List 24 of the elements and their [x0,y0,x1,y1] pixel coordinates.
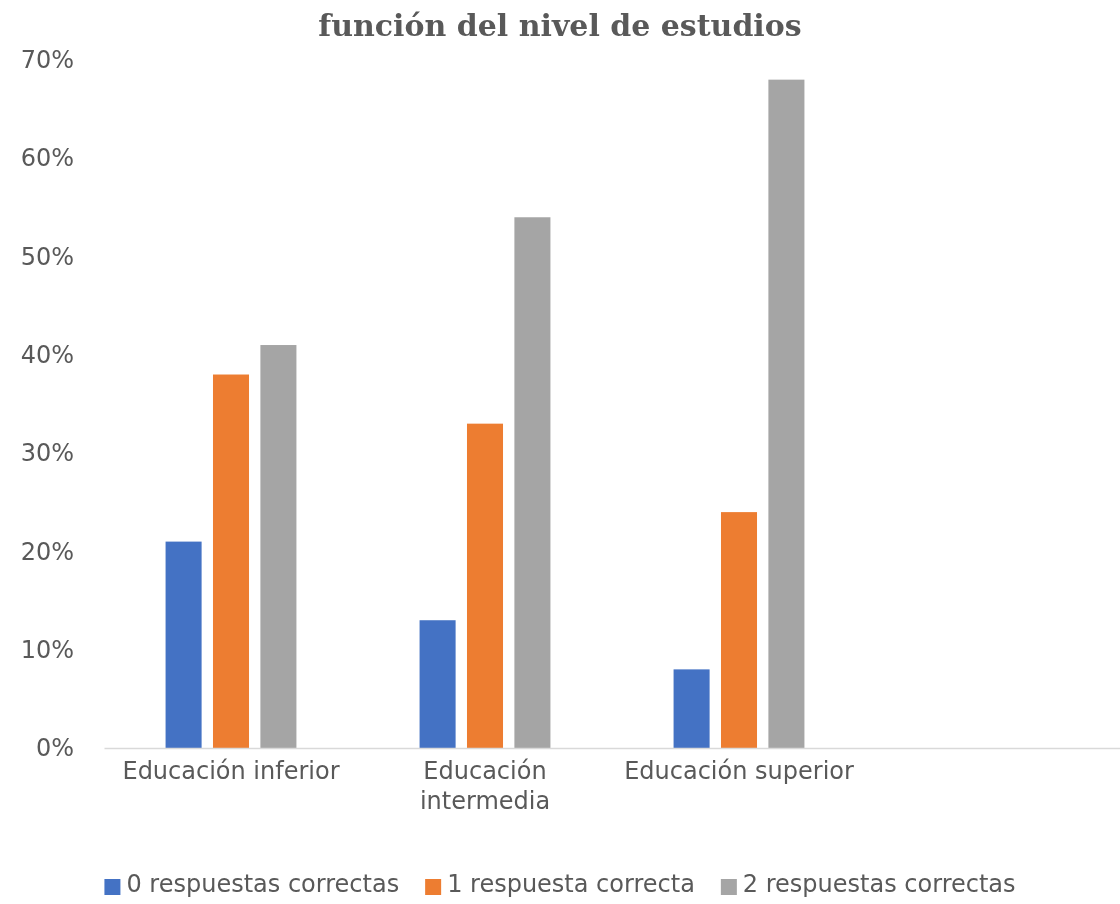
bar [768,79,805,748]
bar [466,423,504,748]
y-tick-label: 60% [20,144,74,173]
chart-title: función del nivel de estudios [318,8,802,43]
y-tick-label: 20% [20,537,74,566]
legend-label: 0 respuestas correctas [126,870,400,898]
bar [260,345,297,748]
y-tick-label: 70% [20,46,74,75]
bar [720,512,758,748]
y-tick-label: 50% [20,242,74,271]
x-tick-label: Educación inferior [122,757,340,786]
bar [514,217,551,748]
x-tick-label: Educación intermedia [419,757,551,816]
bar [673,669,710,748]
y-tick-label: 40% [20,341,74,370]
bar [165,541,202,748]
legend-label: 1 respuesta correcta [447,870,695,898]
y-tick-label: 30% [20,439,74,468]
x-tick-label: Educación superior [624,757,854,786]
legend-label: 2 respuestas correctas [742,870,1016,898]
y-tick-label: 10% [20,635,74,664]
bar [212,374,250,748]
y-tick-label: 0% [35,734,74,763]
bar [419,620,456,748]
